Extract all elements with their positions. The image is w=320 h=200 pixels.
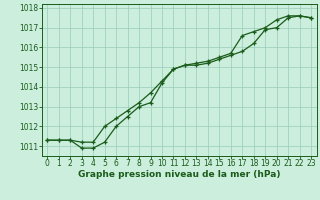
X-axis label: Graphe pression niveau de la mer (hPa): Graphe pression niveau de la mer (hPa) <box>78 170 280 179</box>
